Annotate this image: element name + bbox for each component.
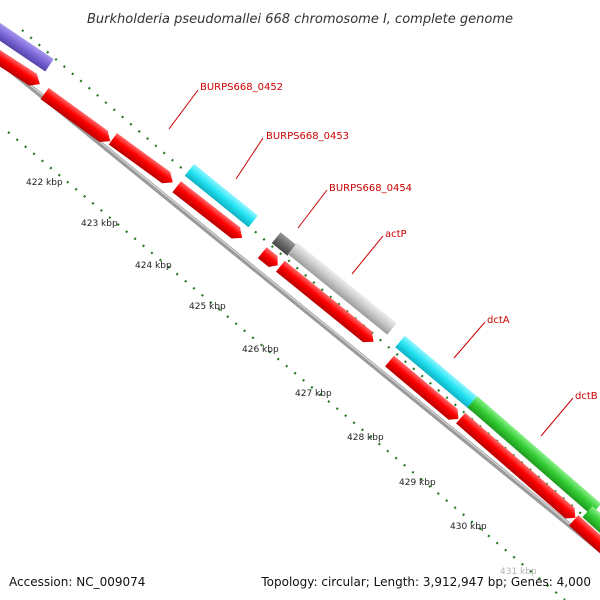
cds-arrow <box>172 181 243 239</box>
cog-track <box>0 20 600 534</box>
tick-label-partial: 431 kbp <box>500 567 537 577</box>
gene-label-actp: actP <box>385 229 407 240</box>
tick-label: 429 kbp <box>399 478 436 488</box>
cds-arrow <box>108 133 173 184</box>
accession-text: Accession: NC_009074 <box>9 575 145 589</box>
cds-arrow <box>385 355 459 420</box>
cog-feature-darkgray <box>271 232 297 256</box>
gene-label-burps668-0454: BURPS668_0454 <box>329 183 412 194</box>
cds-arrow <box>0 47 40 86</box>
cog-feature-cyan-2 <box>395 335 482 412</box>
tick-label: 428 kbp <box>347 433 384 443</box>
cds-arrow <box>40 87 111 143</box>
cds-arrow <box>456 412 576 519</box>
gene-label-dctb: dctB <box>575 391 598 402</box>
gene-label-burps668-0452: BURPS668_0452 <box>200 82 283 93</box>
cds-arrow <box>257 247 278 267</box>
gene-leaders <box>168 89 574 437</box>
tick-labels: 422 kbp 423 kbp 424 kbp 425 kbp 426 kbp … <box>26 178 537 577</box>
cds-arrow <box>275 260 374 343</box>
tick-label: 422 kbp <box>26 178 63 188</box>
map-title: Burkholderia pseudomallei 668 chromosome… <box>87 12 513 27</box>
gc-dots-inner <box>7 131 566 600</box>
tick-label: 426 kbp <box>242 345 279 355</box>
cog-feature-green <box>467 396 600 516</box>
cds-track <box>0 47 600 559</box>
cog-feature-cyan-1 <box>184 163 258 228</box>
cds-arrow <box>568 515 600 559</box>
cog-feature-gray <box>287 242 397 335</box>
gene-labels: BURPS668_0452 BURPS668_0453 BURPS668_045… <box>200 82 598 402</box>
tick-label: 425 kbp <box>189 302 226 312</box>
genome-summary-text: Topology: circular; Length: 3,912,947 bp… <box>260 575 591 589</box>
tick-label: 430 kbp <box>450 522 487 532</box>
cog-feature-green-2 <box>582 506 600 534</box>
tick-label: 424 kbp <box>135 261 172 271</box>
gene-label-dcta: dctA <box>487 315 510 326</box>
cog-feature-purple <box>0 20 54 72</box>
tick-label: 427 kbp <box>295 389 332 399</box>
tick-label: 423 kbp <box>81 219 118 229</box>
gene-label-burps668-0453: BURPS668_0453 <box>266 131 349 142</box>
